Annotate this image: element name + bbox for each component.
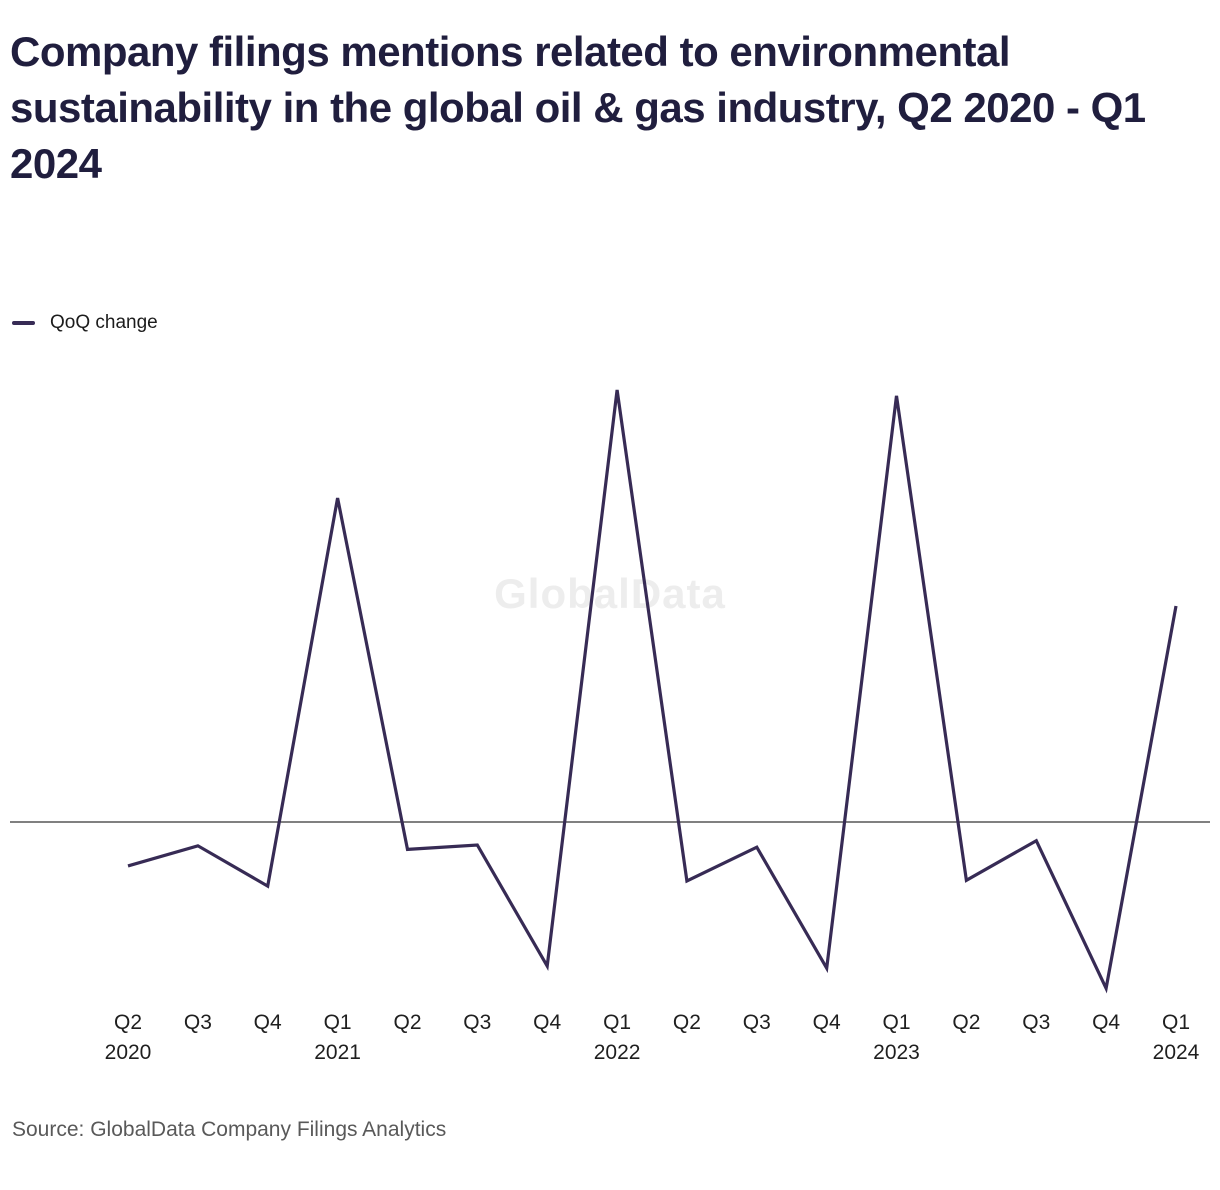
legend-label: QoQ change [50,312,158,333]
x-tick-q3: Q3 [1022,1008,1050,1038]
x-tick-quarter-label: Q2 [393,1011,422,1034]
x-tick-q2-2020: Q2 2020 [105,1008,152,1068]
x-axis: Q2 2020 Q3 Q4 Q1 2021 Q2 Q3 Q4 Q1 2022 Q2 Q3 Q4 Q1 2023… [0,1008,1220,1080]
x-tick-q2: Q2 [673,1008,701,1038]
x-tick-quarter-label: Q4 [253,1011,282,1034]
x-tick-quarter-label: Q4 [533,1011,562,1034]
x-tick-q1-2023: Q1 2023 [873,1008,920,1068]
x-tick-q1-2024: Q1 2024 [1153,1008,1200,1068]
x-tick-q4: Q4 [813,1008,841,1038]
watermark: GlobalData [494,570,726,617]
x-tick-quarter-label: Q4 [1092,1011,1121,1034]
x-tick-quarter-label: Q1 [1161,1011,1190,1034]
x-tick-year-label: 2023 [873,1041,920,1064]
x-tick-quarter-label: Q3 [742,1011,771,1034]
x-tick-quarter-label: Q3 [463,1011,492,1034]
legend-line-swatch [12,321,35,325]
x-tick-quarter-label: Q3 [183,1011,212,1034]
source-text: Source: GlobalData Company Filings Analy… [12,1118,447,1141]
x-tick-year-label: 2024 [1152,1041,1200,1064]
x-tick-q4: Q4 [533,1008,561,1038]
qoq-line-series [127,389,1178,994]
x-tick-quarter-label: Q2 [672,1011,701,1034]
x-tick-q3: Q3 [463,1008,491,1038]
legend: QoQ change [12,312,158,334]
x-tick-q3: Q3 [743,1008,771,1038]
x-tick-q2: Q2 [952,1008,980,1038]
x-tick-q4: Q4 [1092,1008,1120,1038]
chart-title: Company filings mentions related to envi… [10,28,1146,187]
x-tick-year-label: 2021 [314,1041,361,1064]
x-tick-quarter-label: Q3 [1022,1011,1051,1034]
x-tick-q1-2022: Q1 2022 [594,1008,641,1068]
x-tick-q4: Q4 [254,1008,282,1038]
x-tick-q1-2021: Q1 2021 [314,1008,361,1068]
x-tick-quarter-label: Q1 [323,1011,352,1034]
x-tick-quarter-label: Q2 [952,1011,981,1034]
x-tick-q2: Q2 [393,1008,421,1038]
x-tick-year-label: 2022 [593,1041,641,1064]
x-tick-quarter-label: Q1 [603,1011,632,1034]
x-tick-quarter-label: Q4 [812,1011,841,1034]
x-tick-quarter-label: Q1 [882,1011,911,1034]
x-tick-q3: Q3 [184,1008,212,1038]
x-tick-quarter-label: Q2 [113,1011,142,1034]
x-tick-year-label: 2020 [104,1041,152,1064]
